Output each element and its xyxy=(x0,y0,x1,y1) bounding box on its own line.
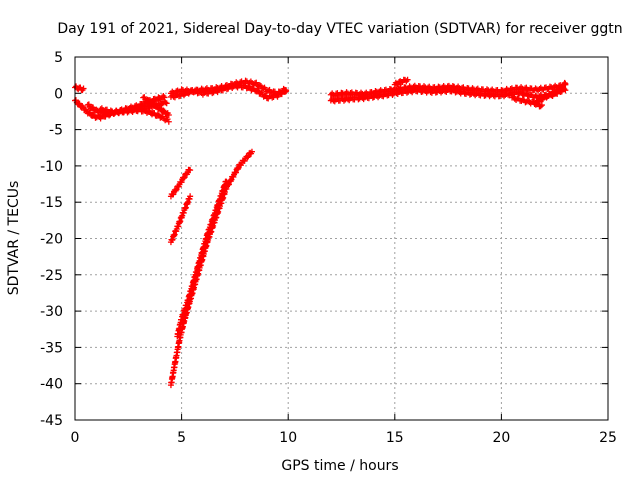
data-point xyxy=(538,96,545,103)
data-point xyxy=(90,111,97,118)
data-point xyxy=(282,88,289,95)
data-point xyxy=(245,153,252,160)
chart-title: Day 191 of 2021, Sidereal Day-to-day VTE… xyxy=(57,21,622,37)
series-arc-7 xyxy=(167,81,290,102)
data-point xyxy=(254,87,261,94)
data-point xyxy=(519,96,526,103)
data-point xyxy=(404,76,411,83)
x-tick-label: 5 xyxy=(177,430,186,446)
data-point xyxy=(172,187,179,194)
data-point xyxy=(160,107,167,114)
data-point xyxy=(163,100,170,107)
y-tick-label: -25 xyxy=(40,268,63,284)
series-arc-1 xyxy=(72,83,87,94)
x-axis-label: GPS time / hours xyxy=(281,458,398,474)
data-point xyxy=(154,111,161,118)
data-point xyxy=(162,99,169,106)
y-tick-label: 5 xyxy=(54,50,63,66)
data-point xyxy=(180,175,187,182)
y-tick-label: -15 xyxy=(40,195,63,211)
series-arc-17 xyxy=(532,79,569,106)
data-point xyxy=(187,167,194,174)
data-point xyxy=(90,104,97,111)
series-arc-9 xyxy=(167,193,194,246)
data-point xyxy=(80,85,87,92)
y-tick-label: -40 xyxy=(40,377,63,393)
data-point xyxy=(538,102,545,109)
y-axis-label: SDTVAR / TECUs xyxy=(6,181,22,296)
data-point xyxy=(241,157,248,164)
grid-lines xyxy=(75,57,608,420)
series-arc-12 xyxy=(178,148,255,333)
data-point xyxy=(158,101,165,108)
series-arc-15 xyxy=(391,76,411,88)
data-point xyxy=(141,106,148,113)
data-point xyxy=(209,90,216,97)
x-tick-label: 15 xyxy=(386,430,404,446)
x-tick-label: 0 xyxy=(71,430,80,446)
series-arc-5 xyxy=(140,94,172,119)
y-tick-label: -35 xyxy=(40,340,63,356)
data-point xyxy=(242,77,249,84)
data-point xyxy=(256,82,263,89)
data-point xyxy=(178,179,185,186)
data-point xyxy=(181,174,188,181)
data-point xyxy=(562,80,569,87)
y-tick-label: -30 xyxy=(40,304,63,320)
y-tick-label: 0 xyxy=(54,86,63,102)
x-tick-label: 10 xyxy=(279,430,297,446)
data-point xyxy=(165,118,172,125)
data-point xyxy=(145,97,152,104)
data-point xyxy=(244,154,251,161)
series-arc-4 xyxy=(97,105,172,125)
data-point xyxy=(187,193,194,200)
y-tick-label: -20 xyxy=(40,232,63,248)
x-tick-label: 20 xyxy=(492,430,510,446)
y-tick-label: -45 xyxy=(40,413,63,429)
data-point xyxy=(248,148,255,155)
data-point xyxy=(283,88,290,95)
y-tick-label: -10 xyxy=(40,159,63,175)
x-tick-label: 25 xyxy=(599,430,617,446)
data-point xyxy=(537,103,544,110)
y-tick-label: -5 xyxy=(49,123,63,139)
series-arc-8 xyxy=(167,166,194,200)
data-point xyxy=(561,79,568,86)
data-point xyxy=(509,94,516,101)
data-point xyxy=(148,99,155,106)
data-point xyxy=(165,112,172,119)
series-arc-16 xyxy=(509,93,545,110)
data-series xyxy=(72,76,569,389)
plot-frame xyxy=(74,56,609,421)
data-point xyxy=(170,191,177,198)
